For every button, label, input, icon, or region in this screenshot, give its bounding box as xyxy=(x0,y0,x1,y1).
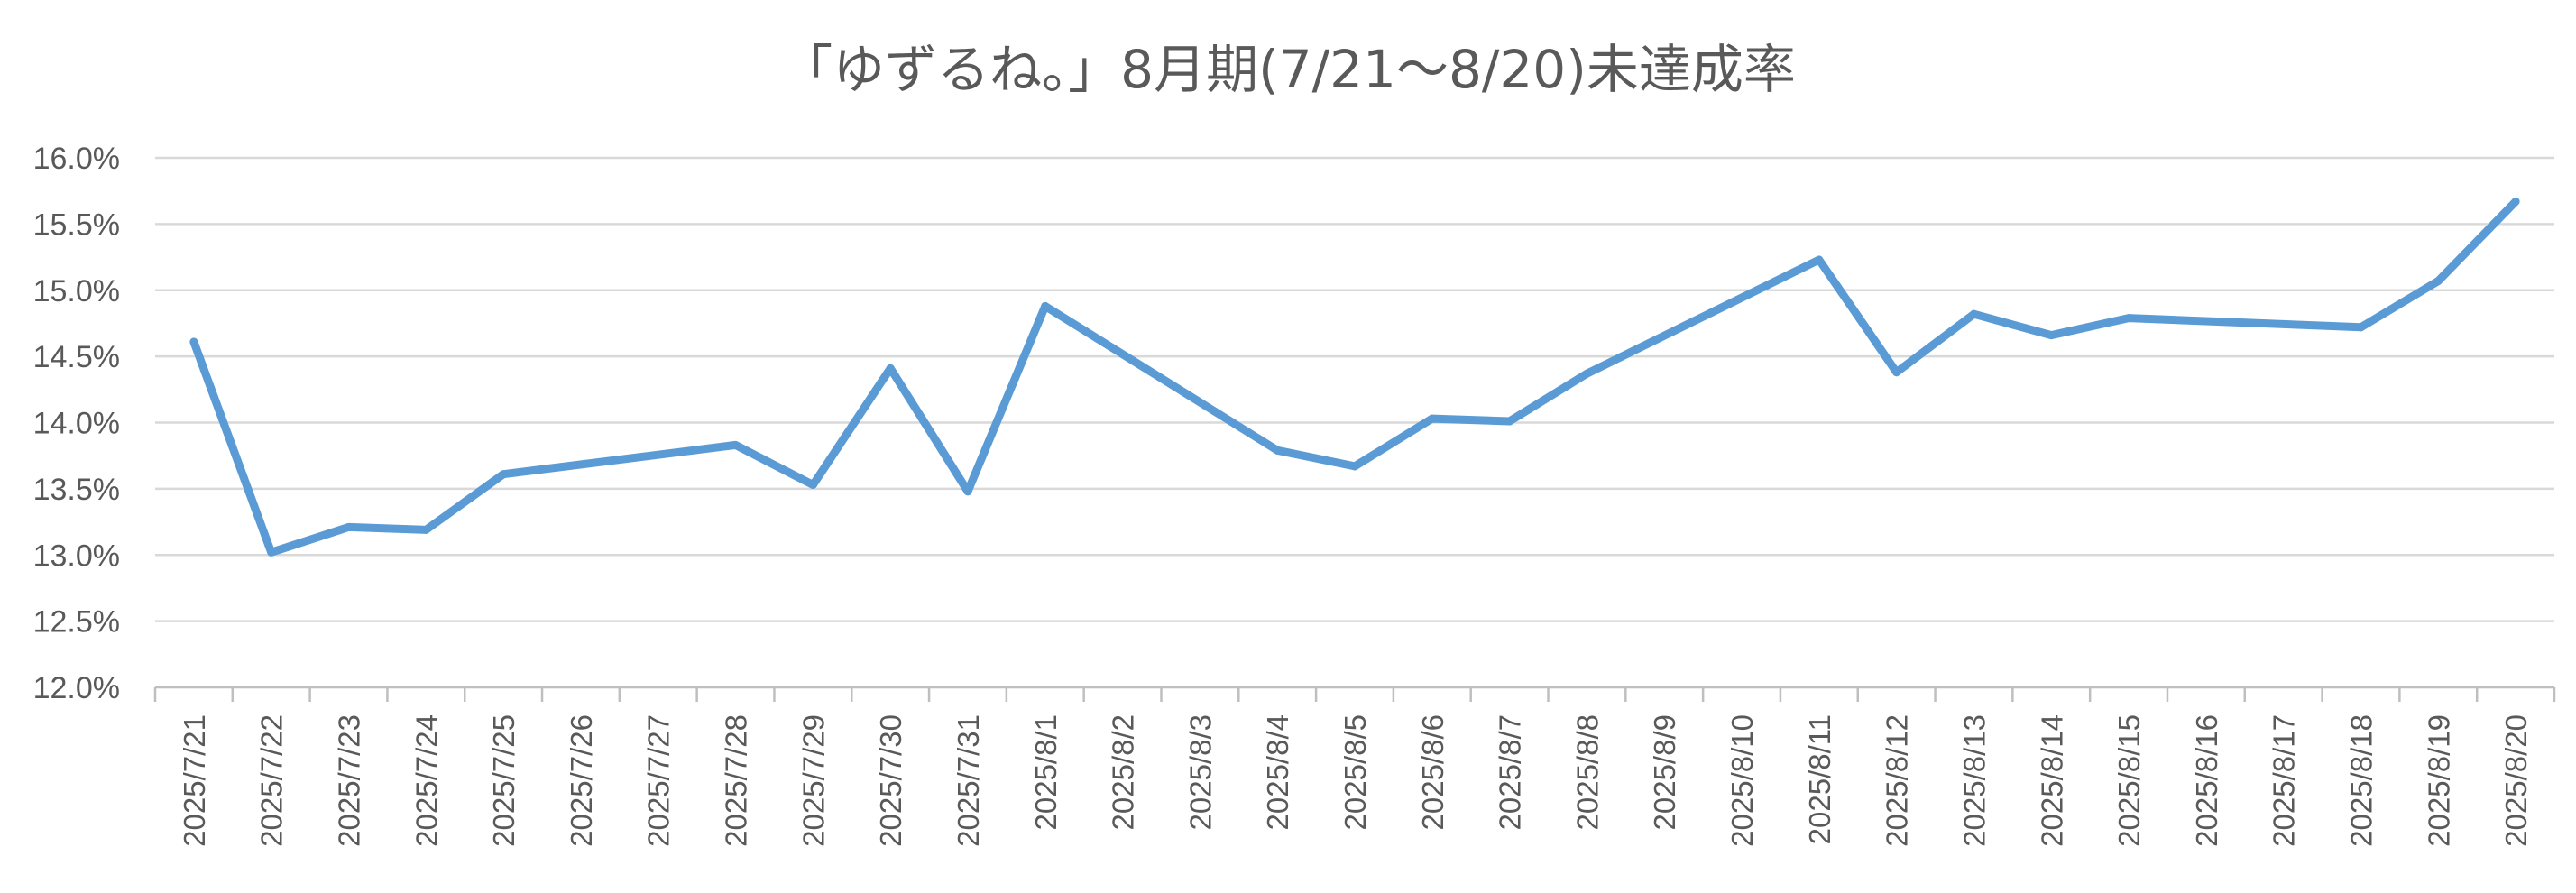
x-tick-label: 2025/8/14 xyxy=(2035,714,2068,847)
x-tick-label: 2025/8/1 xyxy=(1029,714,1063,830)
x-tick-label: 2025/8/2 xyxy=(1107,714,1140,830)
data-point xyxy=(345,522,354,531)
y-axis-tick-labels: 16.0% 15.5% 15.0% 14.5% 14.0% 13.5% 13.0% 12.5%… xyxy=(33,142,120,705)
x-tick-label: 2025/8/6 xyxy=(1416,714,1449,830)
data-point xyxy=(499,470,508,479)
x-tick-label: 2025/7/30 xyxy=(874,714,907,847)
x-axis xyxy=(153,686,2556,702)
x-tick-label: 2025/7/25 xyxy=(487,714,520,847)
x-tick-label: 2025/8/4 xyxy=(1261,714,1294,830)
x-tick-label: 2025/8/11 xyxy=(1803,714,1836,844)
x-tick-label: 2025/8/3 xyxy=(1183,714,1217,830)
y-tick-label: 16.0% xyxy=(33,142,120,176)
x-tick-label: 2025/8/8 xyxy=(1570,714,1604,830)
x-tick-label: 2025/7/31 xyxy=(952,714,985,847)
y-tick-label: 13.0% xyxy=(33,539,120,573)
y-tick-label: 15.0% xyxy=(33,274,120,308)
x-tick-label: 2025/8/7 xyxy=(1494,714,1527,830)
y-tick-label: 14.5% xyxy=(33,340,120,374)
x-tick-label: 2025/8/5 xyxy=(1339,714,1372,830)
data-point xyxy=(1505,417,1514,426)
data-point xyxy=(421,525,430,534)
data-point xyxy=(1582,369,1591,378)
data-point xyxy=(2124,314,2133,323)
x-tick-label: 2025/7/29 xyxy=(796,714,830,847)
x-tick-label: 2025/8/13 xyxy=(1957,714,1991,847)
x-tick-label: 2025/8/17 xyxy=(2268,714,2301,847)
x-tick-label: 2025/7/26 xyxy=(565,714,598,847)
data-point xyxy=(2356,323,2365,332)
x-tick-label: 2025/8/19 xyxy=(2422,714,2455,847)
x-tick-label: 2025/7/24 xyxy=(409,714,443,847)
x-tick-label: 2025/8/18 xyxy=(2344,714,2378,847)
x-tick-label: 2025/8/9 xyxy=(1648,714,1681,830)
y-tick-label: 14.0% xyxy=(33,407,120,441)
data-point xyxy=(1815,255,1824,264)
data-point xyxy=(2433,276,2443,285)
data-point xyxy=(1892,368,1901,377)
data-point xyxy=(731,440,741,449)
x-tick-label: 2025/7/23 xyxy=(333,714,366,847)
x-tick-label: 2025/8/12 xyxy=(1881,714,1914,847)
series-layer xyxy=(189,197,2520,557)
x-tick-label: 2025/8/10 xyxy=(1725,714,1759,847)
data-point xyxy=(1969,309,1978,318)
data-point xyxy=(2511,197,2520,206)
y-tick-label: 12.5% xyxy=(33,605,120,640)
data-point xyxy=(1428,414,1437,423)
x-tick-label: 2025/7/27 xyxy=(642,714,676,847)
data-point xyxy=(1041,301,1050,310)
x-tick-label: 2025/7/28 xyxy=(720,714,753,847)
data-point xyxy=(1273,446,1282,455)
data-point xyxy=(2047,331,2056,340)
x-tick-label: 2025/8/15 xyxy=(2112,714,2146,847)
chart-title: 「ゆずるね。」8月期(7/21～8/20)未達成率 xyxy=(780,39,1796,100)
series-line xyxy=(189,197,2520,557)
x-tick-label: 2025/7/21 xyxy=(178,714,211,847)
data-point xyxy=(963,487,972,496)
data-point xyxy=(1350,462,1359,471)
data-point xyxy=(189,337,198,346)
x-tick-label: 2025/7/22 xyxy=(255,714,289,847)
data-point xyxy=(808,480,817,489)
gridlines xyxy=(155,156,2554,622)
x-tick-label: 2025/8/20 xyxy=(2499,714,2533,847)
data-point xyxy=(267,548,276,557)
y-tick-label: 13.5% xyxy=(33,473,120,507)
y-tick-label: 15.5% xyxy=(33,207,120,242)
x-axis-tick-labels: 2025/7/21 2025/7/22 2025/7/23 2025/7/24 2025… xyxy=(178,714,2533,847)
y-tick-label: 12.0% xyxy=(33,671,120,705)
x-tick-label: 2025/8/16 xyxy=(2190,714,2223,847)
data-point xyxy=(886,364,895,373)
